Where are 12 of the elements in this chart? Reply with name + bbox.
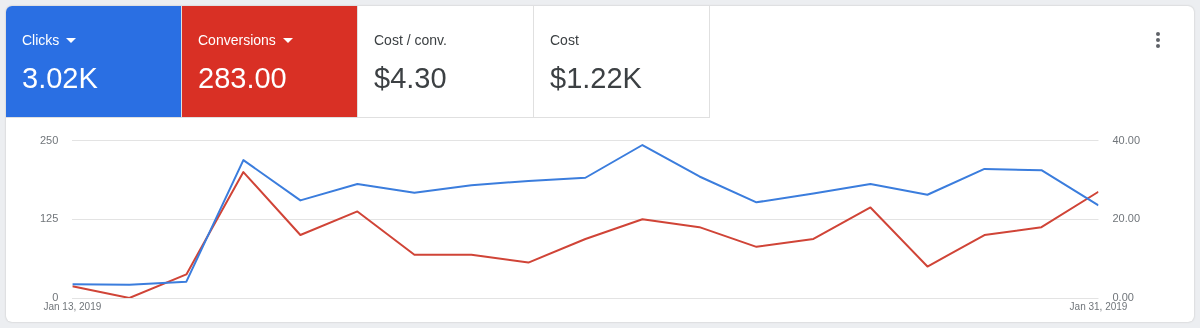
y-tick-label: 125	[39, 212, 59, 225]
text: Cost	[550, 32, 579, 48]
y-tick-label: 250	[39, 133, 59, 146]
text: Clicks	[22, 32, 60, 48]
text: Conversions	[198, 32, 276, 48]
text: 283.00	[198, 62, 287, 95]
y2-tick-label: 20.00	[1112, 212, 1140, 225]
y2-tick-label: 40.00	[1112, 133, 1140, 146]
text: $4.30	[374, 62, 447, 95]
text: 3.02K	[22, 62, 98, 95]
text: $1.22K	[550, 62, 642, 95]
text: Cost / conv.	[374, 32, 447, 48]
